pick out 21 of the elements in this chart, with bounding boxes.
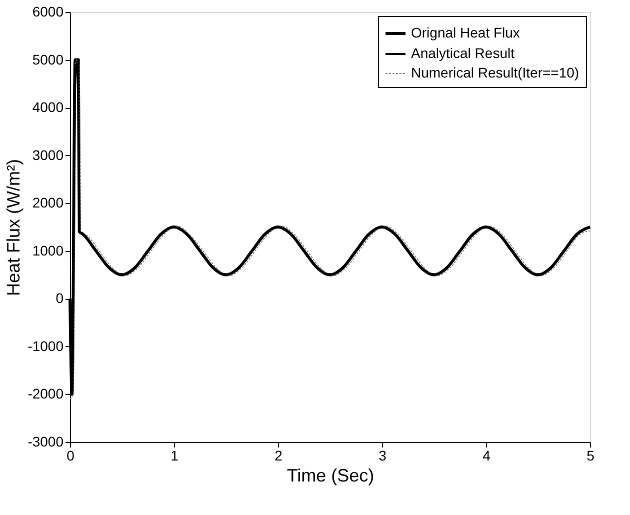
x-tick-label: 2 (274, 448, 283, 464)
x-tick-label: 3 (378, 448, 387, 464)
y-tick-label: -2000 (28, 386, 64, 402)
x-tick-label: 0 (66, 448, 75, 464)
legend-label: Orignal Heat Flux (411, 24, 520, 40)
x-tick-label: 1 (170, 448, 179, 464)
y-tick-label: 6000 (32, 4, 64, 20)
y-tick-label: -1000 (28, 338, 64, 354)
y-tick-label: 0 (56, 290, 64, 306)
y-tick-label: 3000 (32, 146, 64, 163)
legend-label: Analytical Result (411, 45, 515, 61)
x-tick-label: 4 (482, 448, 491, 464)
y-tick-label: 1000 (32, 242, 64, 258)
y-tick-label: -3000 (28, 434, 64, 450)
legend-label: Numerical Result(Iter==10) (411, 64, 580, 80)
y-tick-label: 4000 (32, 99, 64, 116)
y-tick-label: 2000 (32, 194, 64, 211)
y-tick-label: 5000 (32, 51, 64, 68)
x-tick-label: 5 (586, 448, 595, 464)
x-axis-title: Time (Sec) (286, 466, 374, 486)
y-axis-title: Heat Flux (W/m²) (4, 159, 24, 296)
